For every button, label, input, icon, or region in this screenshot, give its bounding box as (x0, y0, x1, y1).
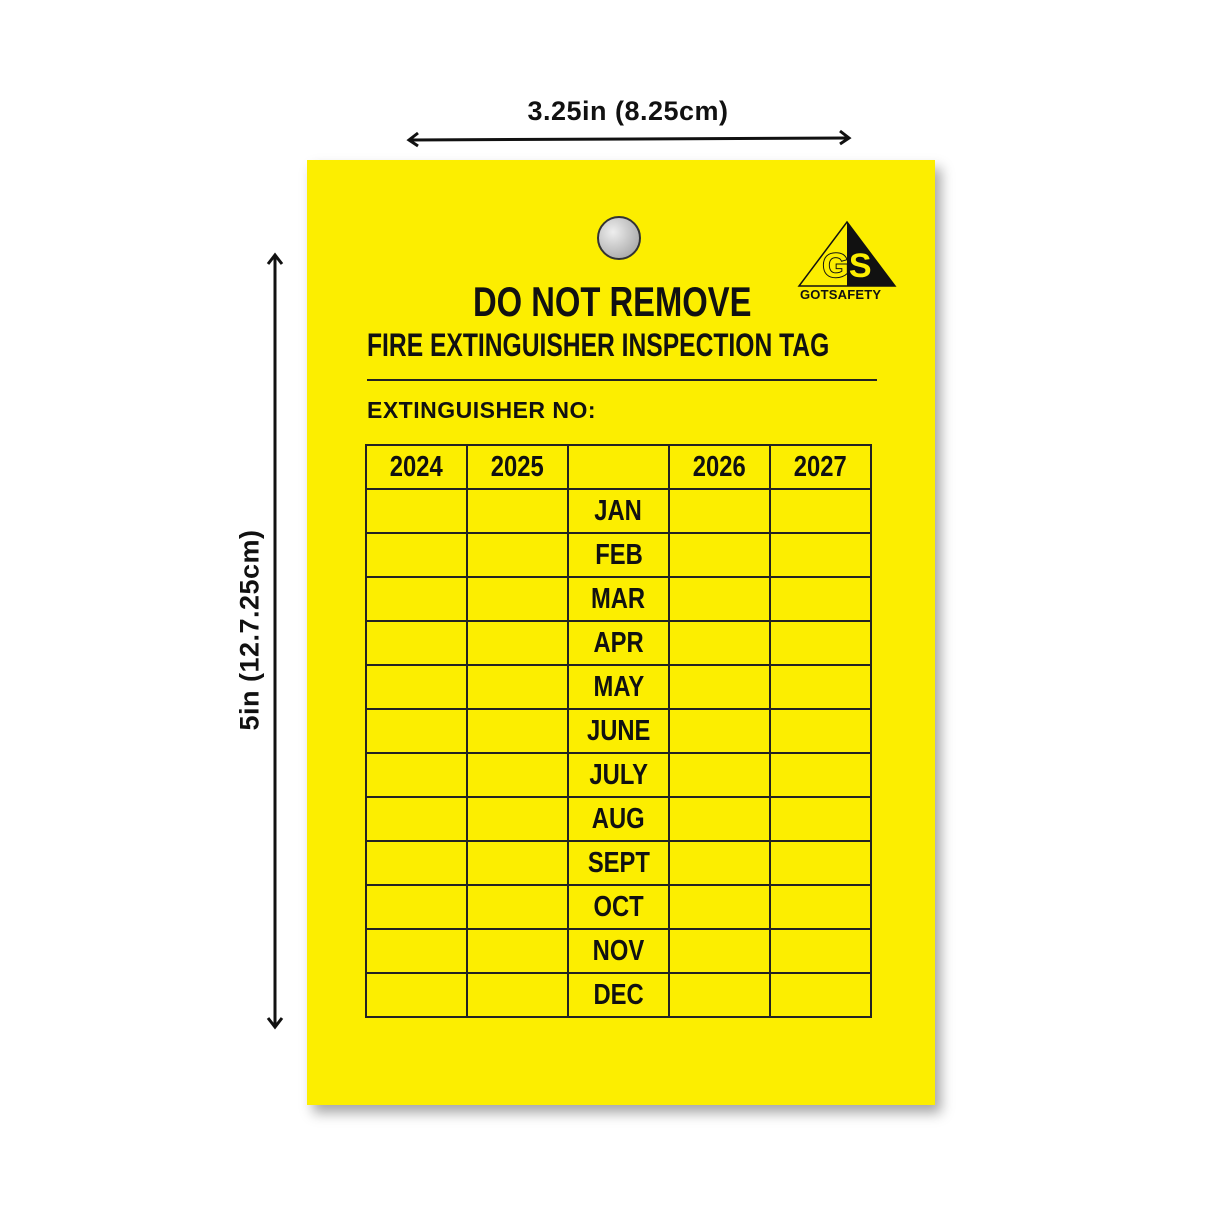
month-row: OCT (365, 884, 872, 930)
inspection-cell (769, 488, 872, 534)
width-dimension-label: 3.25in (8.25cm) (527, 96, 729, 126)
inspection-cell (668, 664, 771, 710)
inspection-cell (769, 752, 872, 798)
inspection-cell (668, 972, 771, 1018)
month-label: JULY (567, 752, 670, 798)
inspection-cell (769, 928, 872, 974)
inspection-cell (769, 576, 872, 622)
month-label: JAN (567, 488, 670, 534)
header-row: 2024 2025 2026 2027 (365, 444, 872, 490)
inspection-cell (365, 620, 468, 666)
inspection-cell (365, 708, 468, 754)
inspection-cell (668, 488, 771, 534)
inspection-cell (668, 532, 771, 578)
month-row: SEPT (365, 840, 872, 886)
month-label: MAR (567, 576, 670, 622)
inspection-cell (466, 928, 569, 974)
month-label: DEC (567, 972, 670, 1018)
inspection-cell (365, 796, 468, 842)
inspection-cell (466, 620, 569, 666)
month-label: SEPT (567, 840, 670, 886)
month-label: AUG (567, 796, 670, 842)
inspection-cell (466, 488, 569, 534)
inspection-cell (769, 840, 872, 886)
inspection-cell (466, 708, 569, 754)
inspection-cell (365, 752, 468, 798)
gotsafety-logo: GS (797, 220, 897, 287)
inspection-cell (769, 532, 872, 578)
inspection-cell (365, 532, 468, 578)
inspection-cell (668, 752, 771, 798)
month-row: FEB (365, 532, 872, 578)
inspection-cell (769, 620, 872, 666)
year-header (567, 444, 670, 490)
month-label: OCT (567, 884, 670, 930)
inspection-cell (668, 884, 771, 930)
inspection-cell (466, 972, 569, 1018)
inspection-cell (466, 532, 569, 578)
month-row: APR (365, 620, 872, 666)
month-label: NOV (567, 928, 670, 974)
height-dimension-label: 5in (12.7.25cm) (234, 529, 265, 731)
inspection-cell (365, 664, 468, 710)
inspection-cell (668, 708, 771, 754)
inspection-cell (365, 840, 468, 886)
tag-title: DO NOT REMOVE (473, 278, 752, 325)
year-header: 2024 (365, 444, 468, 490)
tag-subtitle: FIRE EXTINGUISHER INSPECTION TAG (367, 327, 830, 363)
inspection-cell (668, 620, 771, 666)
month-label: FEB (567, 532, 670, 578)
month-label: MAY (567, 664, 670, 710)
year-header: 2025 (466, 444, 569, 490)
month-row: MAY (365, 664, 872, 710)
year-header: 2027 (769, 444, 872, 490)
inspection-cell (365, 928, 468, 974)
svg-text:GS: GS (822, 247, 871, 285)
inspection-cell (668, 576, 771, 622)
inspection-cell (668, 840, 771, 886)
divider (367, 379, 877, 381)
inspection-cell (769, 708, 872, 754)
month-label: JUNE (567, 708, 670, 754)
tag-hole (597, 216, 641, 260)
inspection-cell (769, 884, 872, 930)
inspection-cell (466, 576, 569, 622)
inspection-cell (365, 972, 468, 1018)
month-row: NOV (365, 928, 872, 974)
width-arrow-icon (406, 129, 852, 148)
inspection-cell (769, 664, 872, 710)
month-row: JUNE (365, 708, 872, 754)
inspection-cell (365, 488, 468, 534)
inspection-cell (668, 796, 771, 842)
extinguisher-number-label: EXTINGUISHER NO: (367, 397, 597, 423)
logo-brand-text: GOTSAFETY (800, 287, 882, 302)
month-row: MAR (365, 576, 872, 622)
month-label: APR (567, 620, 670, 666)
inspection-cell (365, 884, 468, 930)
inspection-cell (466, 752, 569, 798)
height-arrow-icon (266, 252, 284, 1030)
year-header: 2026 (668, 444, 771, 490)
month-row: AUG (365, 796, 872, 842)
inspection-cell (466, 664, 569, 710)
inspection-cell (365, 576, 468, 622)
inspection-cell (466, 884, 569, 930)
month-row: JAN (365, 488, 872, 534)
inspection-cell (466, 840, 569, 886)
inspection-cell (466, 796, 569, 842)
inspection-grid: 2024 2025 2026 2027 JAN FEB MAR APR MAY JUNE JULY A… (365, 444, 872, 1018)
inspection-cell (668, 928, 771, 974)
inspection-cell (769, 972, 872, 1018)
month-row: DEC (365, 972, 872, 1018)
inspection-tag: GS GOTSAFETY DO NOT REMOVE FIRE EXTINGUI… (307, 160, 935, 1105)
month-row: JULY (365, 752, 872, 798)
inspection-cell (769, 796, 872, 842)
